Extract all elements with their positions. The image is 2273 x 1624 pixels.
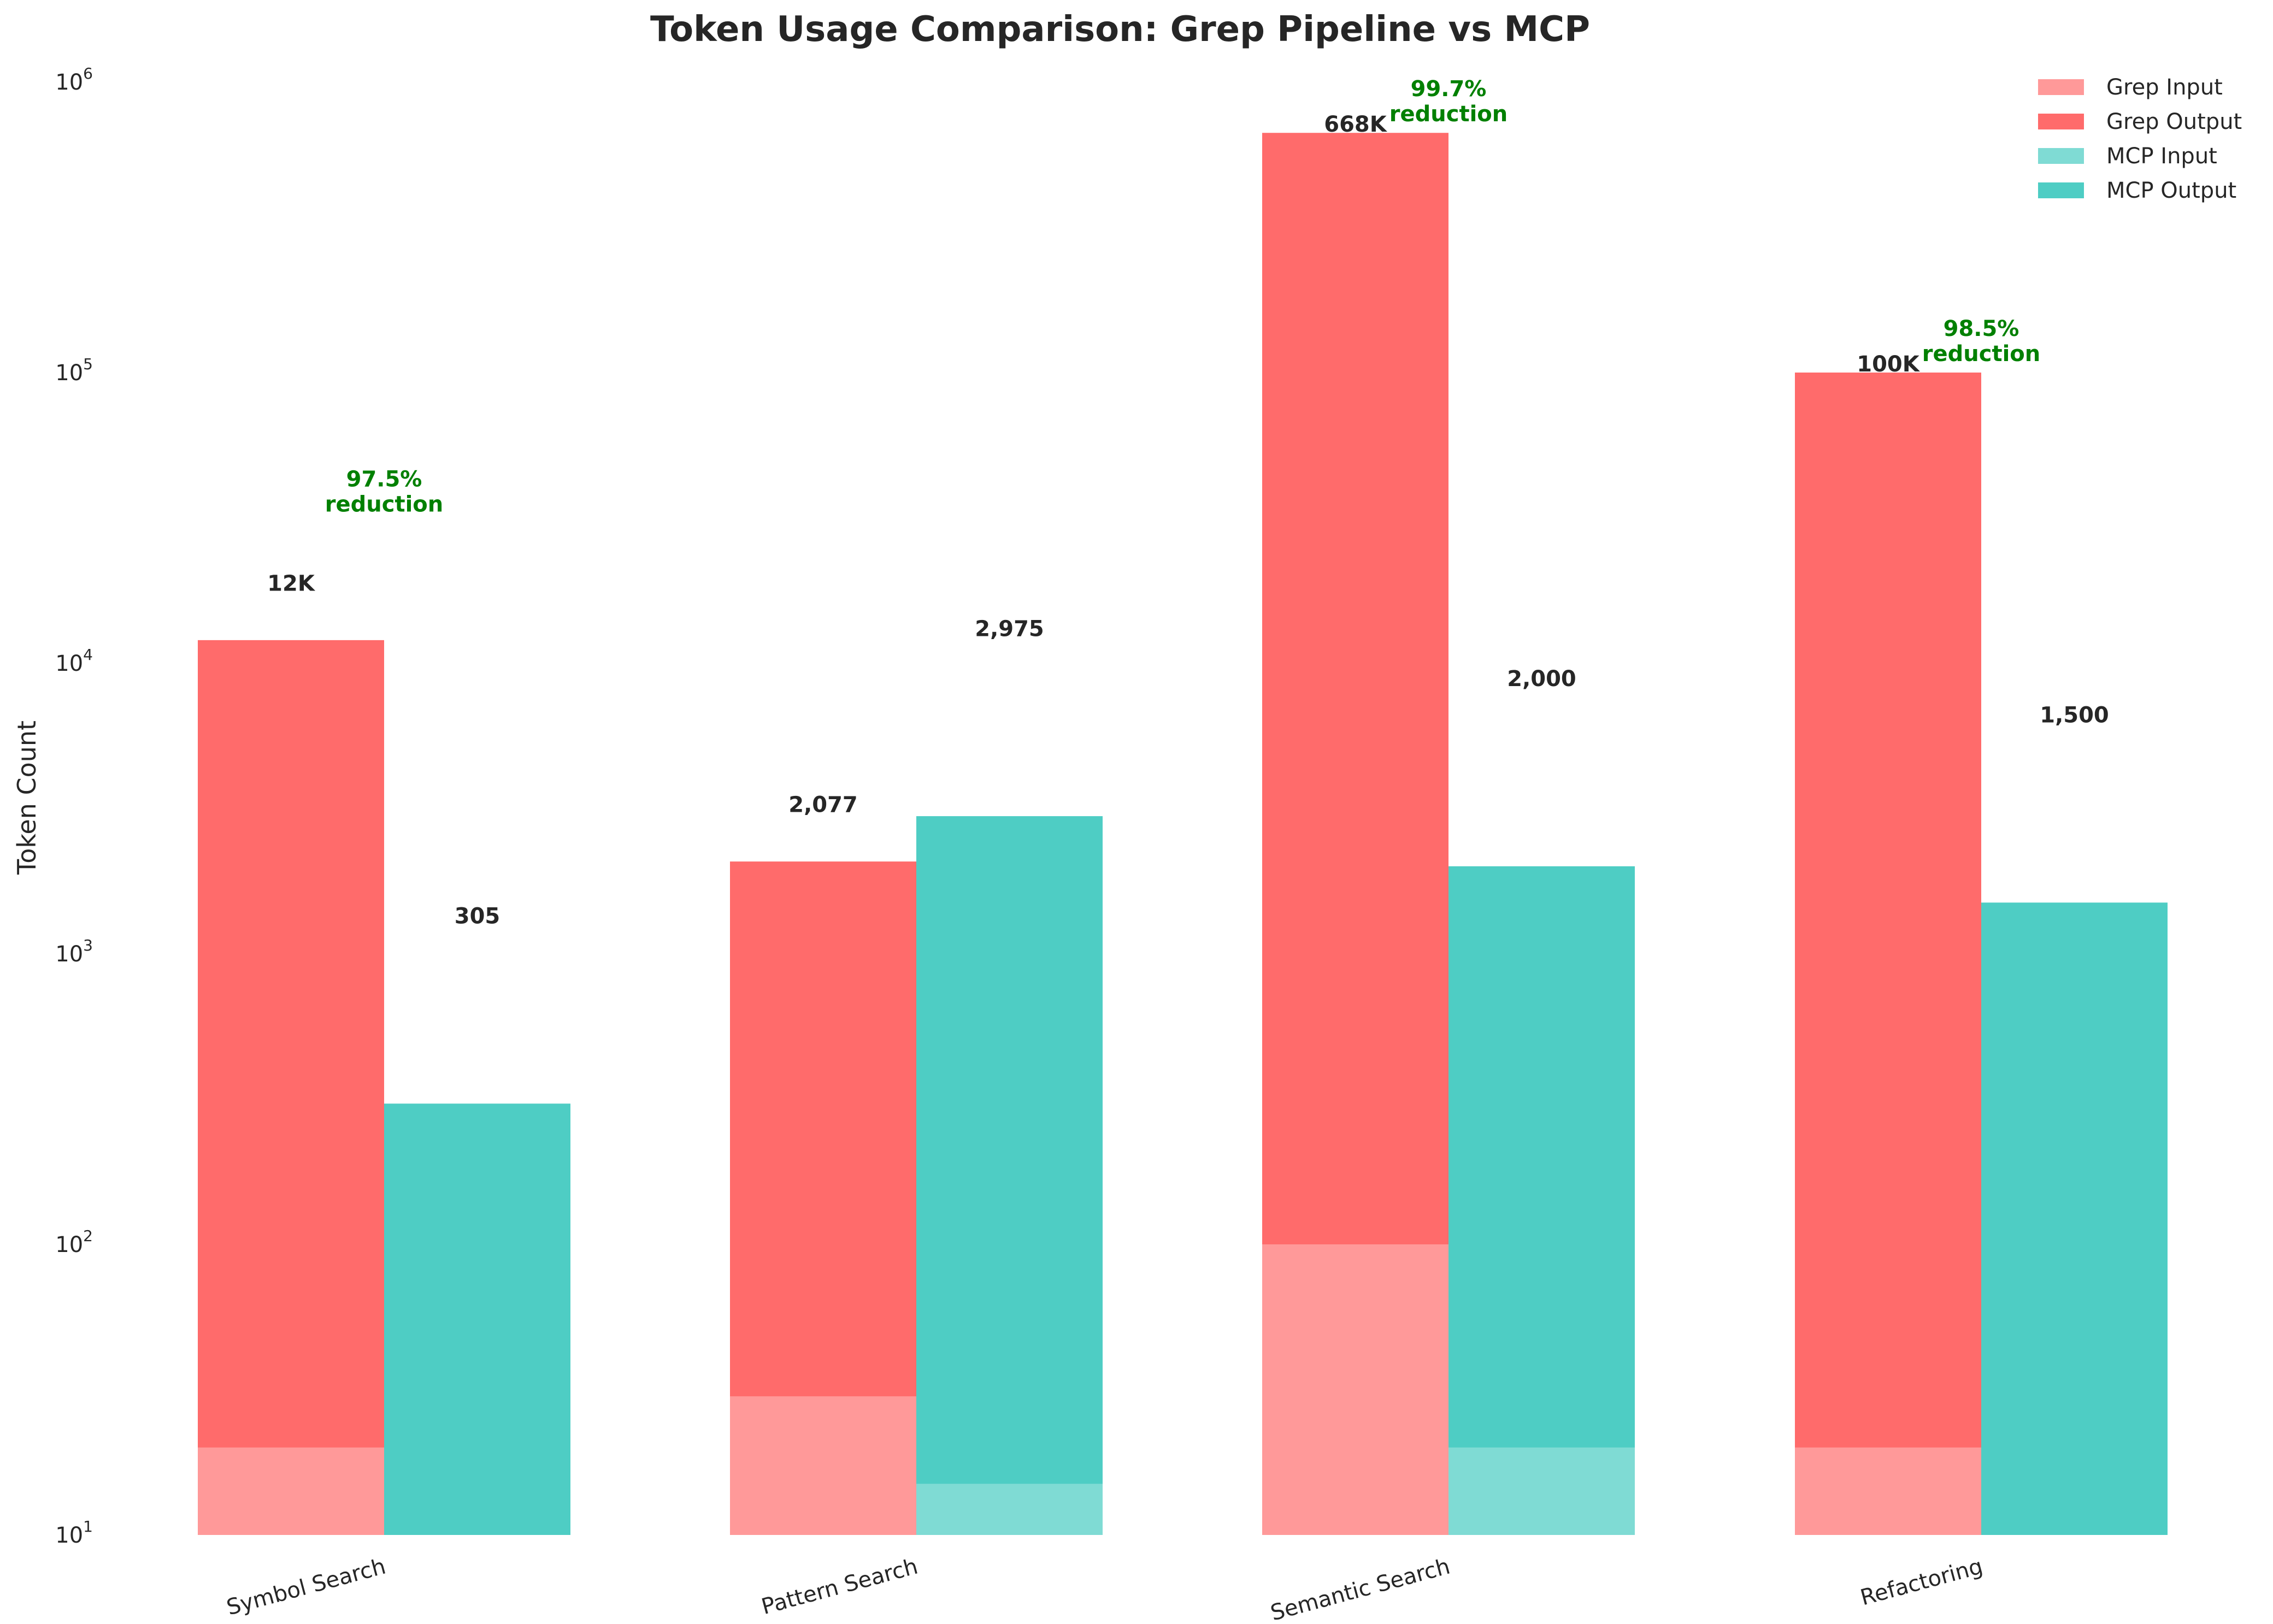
mcp-total-label: 1,500 bbox=[2040, 702, 2109, 728]
bar-grep-input bbox=[730, 1396, 916, 1535]
legend-entry-label: MCP Input bbox=[2106, 144, 2217, 169]
grep-total-label: 100K bbox=[1857, 352, 1920, 377]
bar-mcp-output bbox=[384, 1103, 570, 1535]
grep-total-label: 2,077 bbox=[788, 793, 858, 818]
value-labels: 12K 305 2,077 2,975 668K 2,000 100K 1,500 bbox=[267, 112, 2109, 929]
y-tick-label: 103 bbox=[55, 936, 93, 967]
bar-mcp-output bbox=[1448, 866, 1635, 1535]
legend-entry-label: MCP Output bbox=[2106, 178, 2236, 203]
bar-grep-input bbox=[1262, 1244, 1448, 1535]
mcp-total-label: 2,000 bbox=[1507, 666, 1576, 692]
y-tick-label: 105 bbox=[55, 355, 93, 386]
grep-total-label: 668K bbox=[1324, 112, 1387, 137]
bar-grep-output bbox=[198, 640, 384, 1535]
x-tick-label-3: Refactoring bbox=[1858, 1554, 1986, 1611]
legend-entry-label: Grep Input bbox=[2106, 75, 2223, 100]
x-axis-tick-labels: Symbol Search Pattern Search Semantic Sear… bbox=[224, 1554, 1986, 1624]
x-tick-label-2: Semantic Search bbox=[1268, 1554, 1453, 1624]
y-axis-ticks: 101 102 103 104 105 106 bbox=[55, 64, 93, 1548]
legend-entry-label: Grep Output bbox=[2106, 109, 2242, 134]
legend: Grep Input Grep Output MCP Input MCP Output bbox=[2038, 75, 2242, 203]
bar-mcp-output bbox=[1981, 902, 2168, 1535]
bar-grep-output bbox=[1795, 373, 1981, 1535]
y-tick-label: 102 bbox=[55, 1227, 93, 1257]
bar-series bbox=[198, 133, 2168, 1535]
legend-swatch bbox=[2038, 148, 2084, 164]
bar-grep-input bbox=[198, 1447, 384, 1535]
chart-title: Token Usage Comparison: Grep Pipeline vs… bbox=[650, 9, 1590, 50]
x-tick-label-1: Pattern Search bbox=[759, 1554, 921, 1620]
bar-mcp-input bbox=[1448, 1447, 1635, 1535]
legend-swatch bbox=[2038, 114, 2084, 129]
mcp-total-label: 2,975 bbox=[975, 616, 1044, 641]
reduction-label: 98.5% reduction bbox=[1922, 316, 2040, 367]
x-tick-label-0: Symbol Search bbox=[224, 1554, 388, 1621]
mcp-total-label: 305 bbox=[455, 904, 500, 929]
grep-total-label: 12K bbox=[267, 571, 316, 596]
bar-grep-input bbox=[1795, 1447, 1981, 1535]
y-tick-label: 106 bbox=[55, 64, 93, 95]
reduction-label: 99.7% reduction bbox=[1389, 76, 1508, 127]
y-tick-label: 104 bbox=[55, 646, 93, 676]
bar-mcp-input bbox=[916, 1484, 1103, 1535]
legend-swatch bbox=[2038, 79, 2084, 95]
y-tick-label: 101 bbox=[55, 1517, 93, 1548]
reduction-labels: 97.5% reduction 99.7% reduction 98.5% reducti… bbox=[325, 76, 2040, 517]
reduction-label: 97.5% reduction bbox=[325, 466, 443, 517]
legend-swatch bbox=[2038, 182, 2084, 198]
y-axis-label: Token Count bbox=[12, 721, 42, 875]
bar-mcp-output bbox=[916, 816, 1103, 1535]
